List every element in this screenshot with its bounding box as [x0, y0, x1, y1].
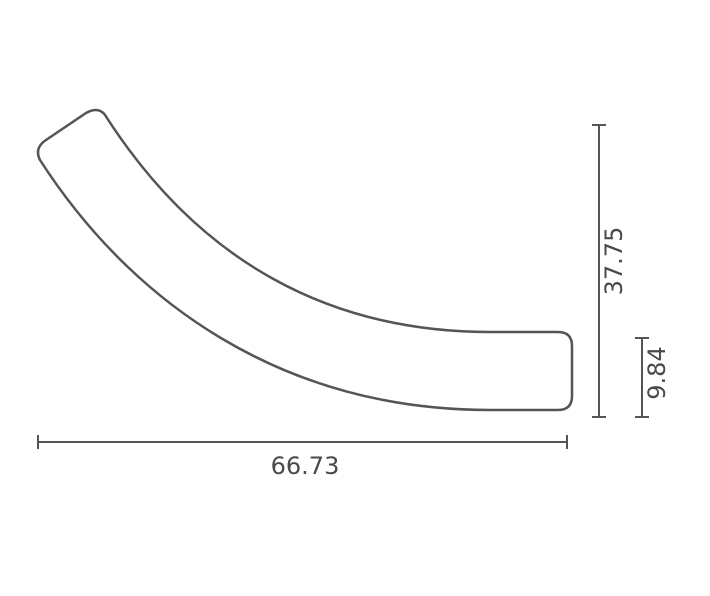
- height-dimension: 37.75: [592, 124, 628, 418]
- end-height-dimension: 9.84: [635, 337, 671, 418]
- dimension-label: 66.73: [271, 452, 340, 480]
- part-outline: [36, 108, 574, 412]
- dimension-label: 37.75: [600, 227, 628, 296]
- dimension-label: 9.84: [643, 346, 671, 399]
- width-dimension: 66.73: [37, 435, 568, 480]
